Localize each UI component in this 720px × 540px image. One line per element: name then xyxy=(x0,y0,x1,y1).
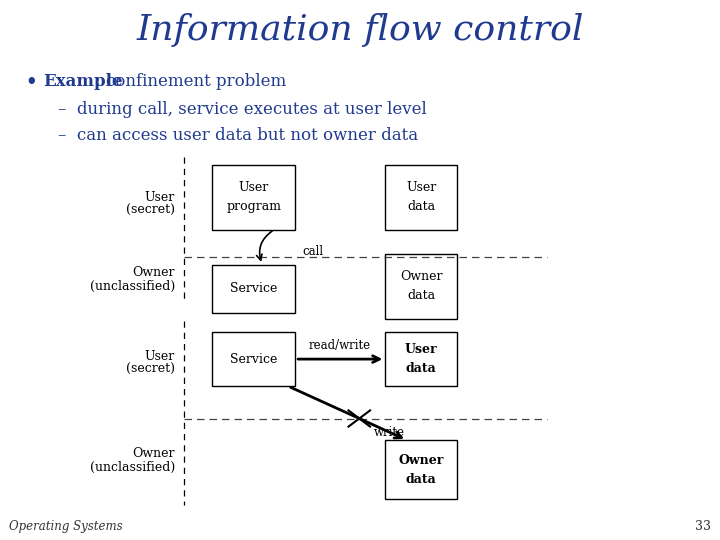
Text: Owner: Owner xyxy=(132,447,175,460)
Text: read/write: read/write xyxy=(309,339,372,352)
Bar xyxy=(212,332,295,386)
Bar xyxy=(212,265,295,313)
Text: Service: Service xyxy=(230,353,277,366)
Text: data: data xyxy=(406,473,436,486)
Text: User: User xyxy=(238,181,269,194)
Text: User: User xyxy=(145,191,175,204)
Bar xyxy=(385,254,457,319)
Text: Service: Service xyxy=(230,282,277,295)
Text: User: User xyxy=(405,343,438,356)
Bar xyxy=(385,440,457,500)
Bar xyxy=(385,332,457,386)
Text: –  can access user data but not owner data: – can access user data but not owner dat… xyxy=(58,127,418,144)
Bar xyxy=(385,165,457,230)
Bar xyxy=(212,165,295,230)
Text: (secret): (secret) xyxy=(126,363,175,376)
Text: User: User xyxy=(145,350,175,363)
Text: Owner: Owner xyxy=(398,454,444,467)
Text: •: • xyxy=(25,73,37,91)
Text: Owner: Owner xyxy=(132,266,175,279)
Text: (unclassified): (unclassified) xyxy=(90,280,175,293)
Text: call: call xyxy=(302,245,323,258)
Text: User: User xyxy=(406,181,436,194)
Text: Operating Systems: Operating Systems xyxy=(9,520,122,533)
Text: program: program xyxy=(226,200,282,213)
Text: : confinement problem: : confinement problem xyxy=(95,73,287,90)
Text: (secret): (secret) xyxy=(126,204,175,217)
Text: Information flow control: Information flow control xyxy=(136,13,584,46)
Text: data: data xyxy=(407,289,436,302)
Text: 33: 33 xyxy=(696,520,711,533)
Text: Example: Example xyxy=(43,73,122,90)
Text: Owner: Owner xyxy=(400,270,443,283)
Text: write: write xyxy=(374,426,405,438)
Text: data: data xyxy=(407,200,436,213)
Text: data: data xyxy=(406,362,436,375)
Text: (unclassified): (unclassified) xyxy=(90,461,175,474)
Text: –  during call, service executes at user level: – during call, service executes at user … xyxy=(58,101,426,118)
